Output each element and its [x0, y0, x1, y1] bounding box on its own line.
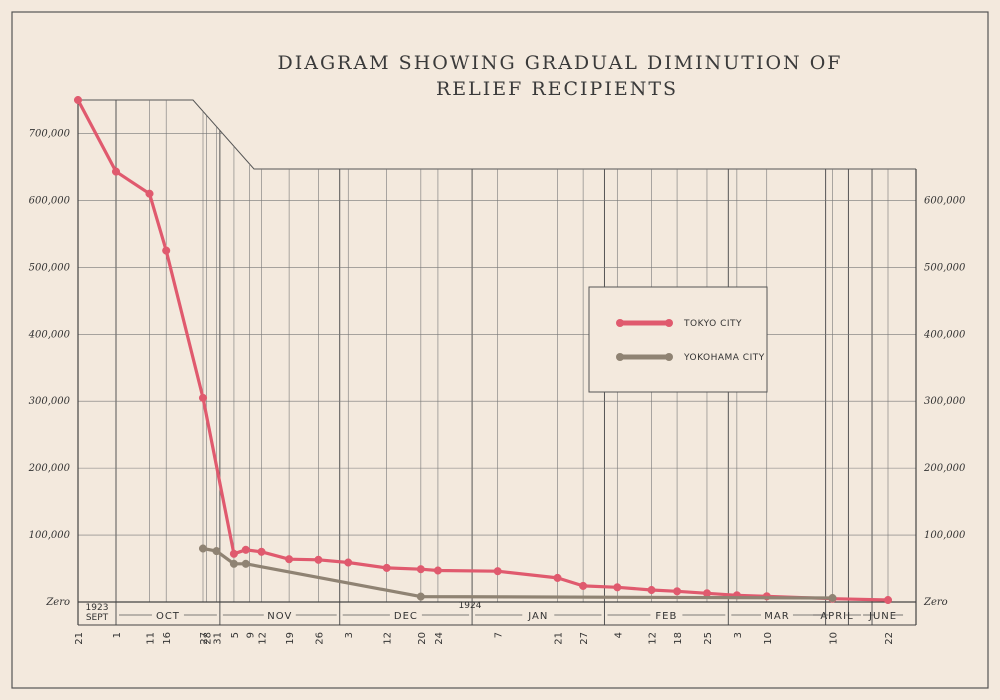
series-point-tokyo: [382, 563, 391, 572]
y-tick-label-left: 200,000: [28, 463, 71, 474]
month-label: NOV: [267, 611, 292, 622]
year-label-1924: 1924: [459, 601, 482, 611]
legend-label-tokyo: TOKYO CITY: [683, 319, 742, 329]
series-point-tokyo: [647, 585, 656, 595]
chart-title-line-2: RELIEF RECIPIENTS: [436, 78, 678, 100]
day-label: 9: [246, 632, 257, 638]
y-tick-label-right: 300,000: [924, 396, 966, 407]
y-tick-label-left: 400,000: [28, 329, 71, 340]
series-point-tokyo: [416, 565, 425, 574]
chart-axes: 100,000 100,000 200,000 200,000 300,000 300,0…: [28, 100, 966, 645]
series-layer: [73, 95, 893, 605]
y-tick-label-right: 100,000: [924, 530, 966, 541]
day-label: 12: [258, 632, 269, 645]
day-label: 21: [74, 632, 85, 645]
series-point-tokyo: [493, 567, 502, 576]
month-label: OCT: [156, 611, 180, 622]
day-label: 27: [199, 632, 210, 645]
y-zero-label-right: Zero: [923, 597, 948, 608]
series-point-tokyo: [673, 587, 682, 596]
day-label: 18: [673, 632, 684, 645]
y-zero-label-left: Zero: [45, 597, 70, 608]
day-label: 21: [554, 632, 565, 645]
day-label: 12: [383, 632, 394, 645]
day-label: 5: [230, 632, 241, 638]
day-label: 3: [344, 632, 355, 638]
y-tick-label-right: 500,000: [924, 262, 966, 273]
series-point-yokohama: [198, 544, 208, 553]
series-point-tokyo: [257, 547, 266, 556]
series-point-tokyo: [241, 545, 250, 554]
legend-label-yokohama: YOKOHAMA CITY: [683, 353, 765, 363]
y-tick-label-right: 200,000: [923, 463, 966, 474]
y-tick-label-right: 400,000: [923, 329, 966, 340]
y-tick-label-left: 700,000: [29, 128, 71, 139]
series-point-tokyo: [314, 555, 323, 564]
series-point-tokyo: [162, 246, 171, 255]
day-label: 10: [763, 632, 774, 645]
y-tick-label-left: 300,000: [29, 396, 71, 407]
legend-marker-yokohama-end: [665, 353, 673, 361]
day-label: 16: [162, 632, 173, 645]
legend-marker-yokohama-start: [616, 353, 624, 361]
month-label: FEB: [655, 611, 677, 622]
outer-border: [11, 11, 989, 689]
day-label: 3: [733, 632, 744, 638]
day-label: 25: [703, 632, 714, 645]
y-tick-label-left: 500,000: [29, 262, 71, 273]
series-point-yokohama: [828, 593, 837, 603]
series-point-yokohama: [212, 547, 221, 556]
series-point-tokyo: [702, 589, 712, 598]
day-label: 11: [145, 632, 156, 645]
series-point-yokohama: [229, 559, 238, 568]
y-tick-label-left: 600,000: [29, 195, 71, 206]
month-label: JUNE: [868, 611, 897, 622]
y-tick-label-left: 100,000: [29, 530, 71, 541]
day-label: 19: [285, 632, 296, 645]
series-point-tokyo: [579, 581, 588, 590]
legend: TOKYO CITY YOKOHAMA CITY: [588, 286, 768, 393]
day-label: 28: [202, 632, 213, 645]
series-point-tokyo: [285, 555, 294, 564]
series-point-tokyo: [73, 95, 83, 105]
day-label: 4: [613, 632, 624, 638]
day-label: 1: [112, 632, 123, 638]
legend-marker-tokyo-end: [665, 319, 673, 327]
series-point-tokyo: [613, 583, 622, 592]
series-point-tokyo: [229, 549, 238, 558]
month-label: JAN: [527, 611, 548, 622]
series-point-tokyo: [344, 558, 353, 567]
day-label: 22: [884, 632, 895, 645]
grid-top-boundary: [78, 99, 916, 170]
series-point-tokyo: [433, 566, 442, 575]
y-tick-label-right: 600,000: [924, 195, 966, 206]
day-label: 31: [213, 632, 224, 645]
year-label-1923: 1923: [86, 603, 109, 613]
series-point-tokyo: [111, 167, 121, 176]
series-point-tokyo: [883, 595, 893, 605]
day-label: 7: [494, 632, 505, 638]
legend-box: [588, 286, 768, 393]
chart-title-line-1: DIAGRAM SHOWING GRADUAL DIMINUTION OF: [278, 52, 843, 74]
month-label: APRIL: [820, 611, 853, 622]
series-point-yokohama: [416, 592, 425, 601]
day-label: 20: [417, 632, 428, 645]
month-label: SEPT: [86, 613, 109, 623]
month-label: MAR: [764, 611, 789, 622]
series-point-yokohama: [241, 559, 250, 568]
day-label: 24: [434, 632, 445, 645]
series-point-tokyo: [553, 573, 562, 582]
day-label: 10: [828, 632, 839, 645]
day-label: 26: [314, 632, 325, 645]
series-point-tokyo: [145, 189, 154, 198]
legend-marker-tokyo-start: [616, 319, 624, 327]
day-label: 27: [579, 632, 590, 645]
day-label: 12: [647, 632, 658, 645]
month-label: DEC: [394, 611, 418, 622]
series-point-tokyo: [198, 393, 208, 402]
